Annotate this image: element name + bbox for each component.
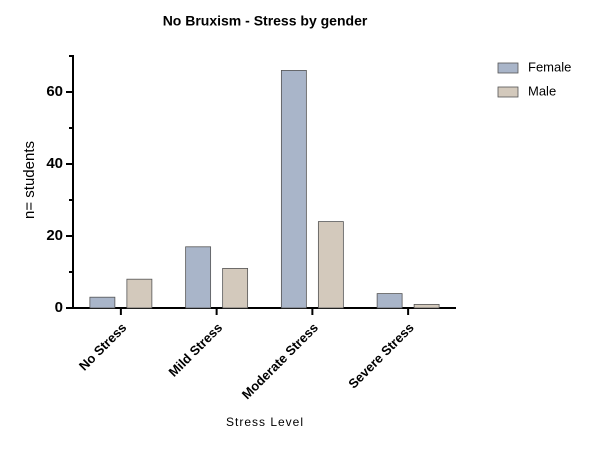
bar: [376, 293, 403, 309]
x-tick-label: Moderate Stress: [239, 320, 321, 402]
bar: [280, 70, 307, 309]
y-tick-label: 20: [46, 227, 63, 244]
bar: [317, 221, 344, 309]
y-tick-label: 0: [55, 299, 63, 316]
bar: [185, 246, 212, 309]
legend-swatch: [497, 86, 519, 98]
legend-label: Female: [528, 59, 571, 74]
y-axis-label: n= students: [21, 141, 38, 219]
x-tick-label: Mild Stress: [166, 320, 226, 380]
bar: [413, 303, 440, 309]
bar: [126, 278, 153, 309]
chart-title: No Bruxism - Stress by gender: [163, 13, 368, 29]
x-axis-label: Stress Level: [226, 415, 304, 429]
bar: [222, 267, 249, 309]
x-tick-label: Severe Stress: [345, 320, 416, 391]
legend-label: Male: [528, 83, 556, 98]
y-tick-label: 60: [46, 83, 63, 100]
bar: [89, 296, 116, 309]
x-tick-label: No Stress: [76, 320, 130, 374]
legend-swatch: [497, 62, 519, 74]
y-tick-label: 40: [46, 155, 63, 172]
